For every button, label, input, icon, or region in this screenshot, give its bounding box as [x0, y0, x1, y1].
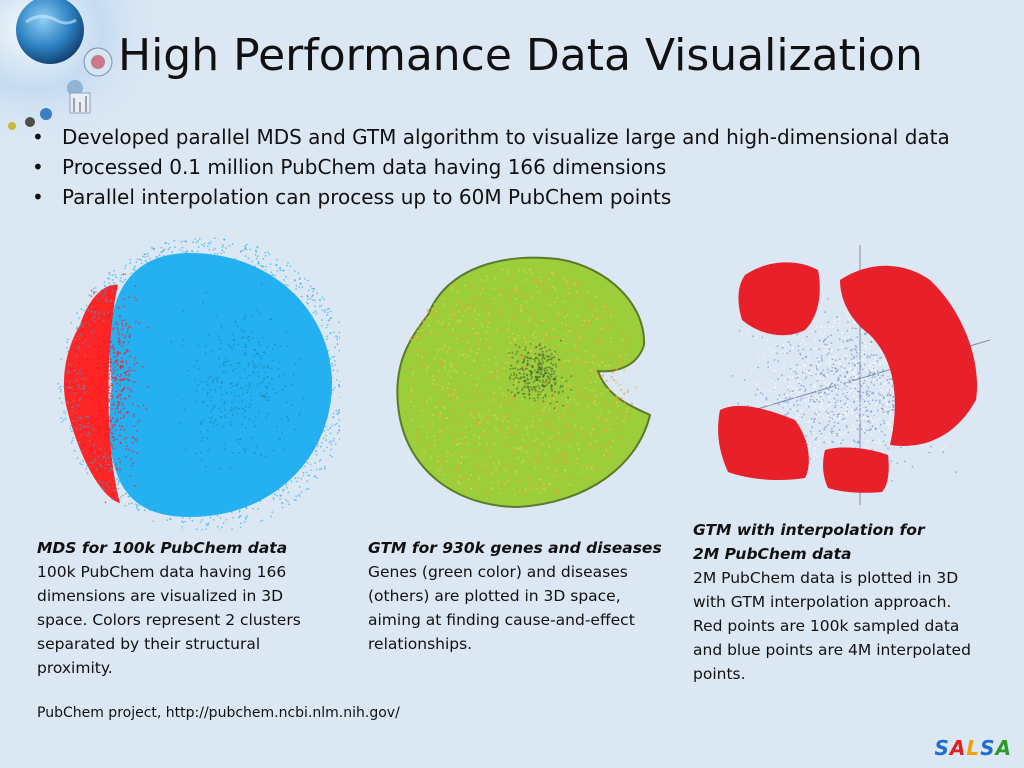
- caption-title: GTM with interpolation for 2M PubChem da…: [693, 521, 925, 563]
- logo-letter: S: [980, 736, 996, 760]
- salsa-logo: SALSA: [934, 736, 1012, 760]
- logo-letter: A: [949, 736, 967, 760]
- caption-gtm-interpolation: GTM with interpolation for 2M PubChem da…: [693, 518, 1013, 686]
- caption-title: GTM for 930k genes and diseases: [368, 539, 662, 557]
- caption-body: 2M PubChem data is plotted in 3D with GT…: [693, 569, 971, 683]
- corner-globe-decoration: [0, 0, 170, 150]
- caption-title: MDS for 100k PubChem data: [37, 539, 288, 557]
- caption-body: Genes (green color) and diseases (others…: [368, 563, 635, 653]
- bullet-list: Developed parallel MDS and GTM algorithm…: [30, 122, 950, 212]
- logo-letter: L: [966, 736, 981, 760]
- caption-mds: MDS for 100k PubChem data 100k PubChem d…: [37, 536, 357, 680]
- bullet-item: Parallel interpolation can process up to…: [30, 182, 950, 212]
- caption-body: 100k PubChem data having 166 dimensions …: [37, 563, 301, 677]
- caption-gtm-genes: GTM for 930k genes and diseases Genes (g…: [368, 536, 668, 656]
- logo-letter: A: [995, 736, 1012, 760]
- bullet-item: Developed parallel MDS and GTM algorithm…: [30, 122, 950, 152]
- mds-pubchem-visualization: [57, 237, 340, 530]
- bullet-item: Processed 0.1 million PubChem data havin…: [30, 152, 950, 182]
- gtm-interpolation-visualization: [718, 245, 991, 505]
- logo-letter: S: [934, 736, 950, 760]
- source-citation: PubChem project, http://pubchem.ncbi.nlm…: [37, 705, 400, 721]
- slide-title: High Performance Data Visualization: [118, 30, 923, 81]
- gtm-genes-diseases-visualization: [396, 256, 652, 509]
